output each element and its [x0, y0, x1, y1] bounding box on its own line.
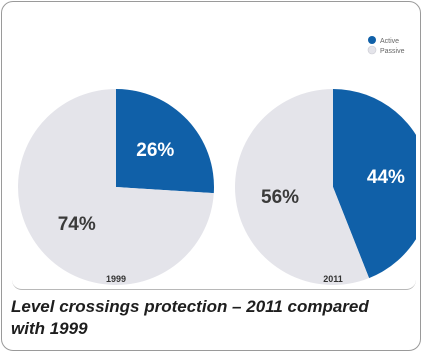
pie-charts: 26% 74% 1999 44% 56% 2011 Active Passive [18, 36, 416, 286]
pie-2011-value-label-passive: 56% [261, 187, 299, 208]
pie-1999-value-label-active: 26% [136, 140, 174, 161]
caption-line-2: with 1999 [11, 319, 88, 338]
legend-label-active: Active [380, 38, 399, 45]
pie-1999-value-label-passive: 74% [58, 214, 96, 235]
pie-1999-label: 1999 [106, 274, 126, 284]
pie-2011-slice-passive [235, 89, 370, 285]
pie-1999-slice-active [116, 89, 214, 194]
pie-2011-label: 2011 [323, 274, 343, 284]
figure-caption: Level crossings protection – 2011 compar… [11, 296, 411, 340]
pie-2011-slice-active [333, 89, 416, 279]
legend-swatch-active [368, 36, 376, 44]
caption-line-1: Level crossings protection – 2011 compar… [11, 297, 369, 316]
pie-2011-value-label-active: 44% [367, 167, 405, 188]
legend-label-passive: Passive [380, 48, 405, 55]
chart-area: 26% 74% 1999 44% 56% 2011 Active Passive [12, 12, 416, 290]
legend-swatch-passive [367, 45, 377, 55]
pie-1999-slice-passive [18, 89, 214, 286]
